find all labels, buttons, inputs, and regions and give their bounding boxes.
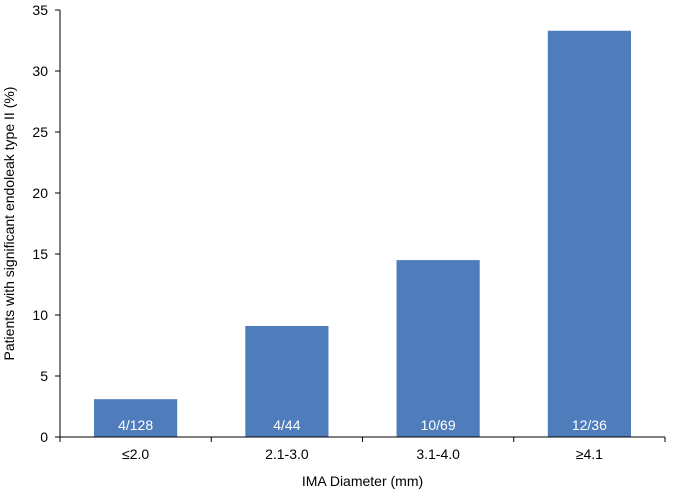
y-tick-label: 30	[32, 63, 48, 79]
y-tick-label: 5	[40, 368, 48, 384]
y-tick-label: 20	[32, 185, 48, 201]
x-axis-ticks: ≤2.0 2.1-3.0 3.1-4.0 ≥4.1	[59, 437, 666, 462]
x-tick-label: ≤2.0	[122, 446, 149, 462]
x-tick-label: ≥4.1	[576, 446, 603, 462]
data-labels: 4/128 4/44 10/69 12/36	[118, 417, 607, 433]
y-axis-title: Patients with significant endoleak type …	[1, 87, 17, 361]
y-axis-ticks: 0 5 10 15 20 25 30 35	[32, 2, 60, 445]
y-tick-label: 10	[32, 307, 48, 323]
x-tick-label: 3.1-4.0	[416, 446, 460, 462]
x-axis-title: IMA Diameter (mm)	[302, 473, 423, 489]
bar	[245, 325, 329, 437]
y-tick-label: 0	[40, 429, 48, 445]
bar	[547, 30, 631, 438]
bar-data-label: 10/69	[421, 417, 456, 433]
bar	[94, 399, 178, 437]
y-tick-label: 25	[32, 124, 48, 140]
bar-data-label: 4/44	[273, 417, 300, 433]
bar-data-label: 4/128	[118, 417, 153, 433]
bar	[396, 260, 480, 437]
x-tick-label: 2.1-3.0	[265, 446, 309, 462]
y-tick-label: 35	[32, 2, 48, 18]
y-tick-label: 15	[32, 246, 48, 262]
bars	[94, 30, 631, 438]
bar-data-label: 12/36	[572, 417, 607, 433]
